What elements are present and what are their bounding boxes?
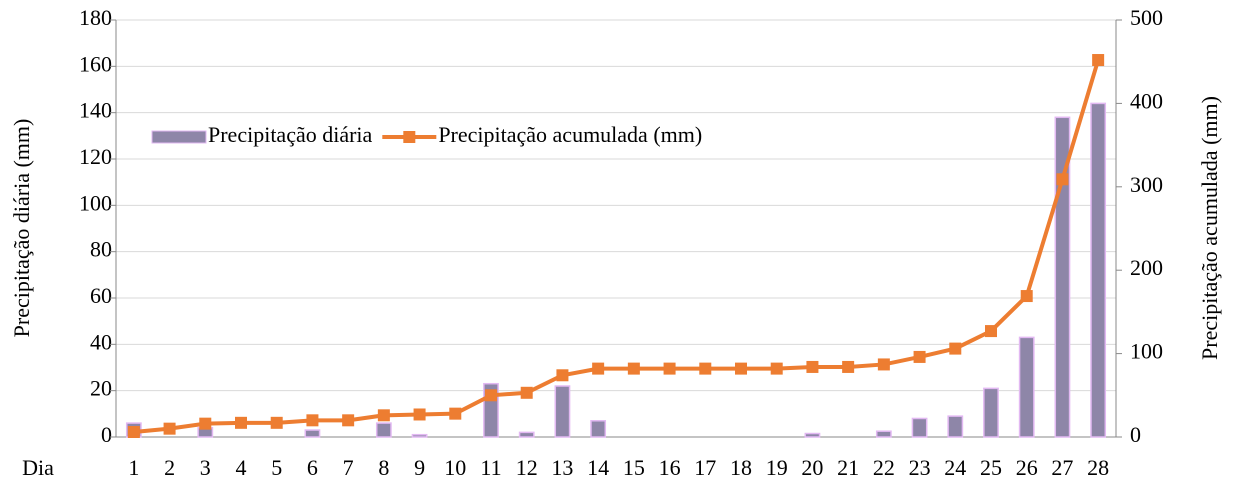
marker [806,360,819,373]
x-tick-label: 16 [659,455,681,480]
marker [199,417,212,430]
y2-axis-label: Precipitação acumulada (mm) [1197,96,1222,360]
x-tick-label: 20 [801,455,823,480]
legend-swatch [151,130,207,144]
bar [590,420,607,438]
marker [699,362,712,375]
marker [842,360,855,373]
x-tick-label: 2 [164,455,175,480]
x-tick-label: 1 [128,455,139,480]
x-tick-label: 7 [343,455,354,480]
marker [663,362,676,375]
x-tick-label: 28 [1087,455,1109,480]
marker [306,414,319,427]
y-tick-label: 40 [90,329,112,354]
x-tick-label: 3 [200,455,211,480]
legend-label: Precipitação acumulada (mm) [438,122,702,147]
marker [1020,290,1033,303]
x-tick-label: 27 [1051,455,1073,480]
marker [556,369,569,382]
bar [804,432,821,438]
x-tick-label: 5 [271,455,282,480]
x-tick-label: 10 [444,455,466,480]
x-tick-label: 18 [730,455,752,480]
y-tick-label: 140 [79,98,112,123]
x-tick-label: 11 [480,455,501,480]
marker [235,416,247,429]
bar [304,429,321,438]
legend-swatch [403,131,416,143]
marker [520,386,533,399]
y-tick-label: 100 [79,190,112,215]
x-tick-label: 21 [837,455,859,480]
y-tick-label: 160 [79,51,112,76]
x-tick-label: 4 [236,455,247,480]
marker [163,422,176,435]
bar [375,422,392,438]
marker [127,425,140,438]
x-tick-label: 9 [414,455,425,480]
x-axis-label: Dia [22,455,54,480]
line [133,59,1101,434]
y-tick-label: 20 [90,376,112,401]
x-tick-label: 26 [1016,455,1038,480]
bar [875,430,892,438]
x-tick-label: 13 [551,455,573,480]
y-tick-label: 80 [90,237,112,262]
x-tick-label: 22 [873,455,895,480]
x-tick-label: 24 [944,455,966,480]
x-tick-label: 19 [766,455,788,480]
y2-tick-label: 200 [1130,255,1163,280]
marker [485,389,497,402]
y-axis-label: Precipitação diária (mm) [9,119,34,338]
marker [627,362,640,375]
y-tick-label: 180 [79,5,112,30]
bar [411,433,428,438]
marker [1056,173,1069,186]
y-tick-label: 120 [79,144,112,169]
x-tick-label: 17 [694,455,716,480]
x-tick-label: 23 [909,455,931,480]
x-tick-label: 25 [980,455,1002,480]
y2-tick-label: 300 [1130,172,1163,197]
marker [592,362,605,375]
marker [270,416,283,429]
x-tick-label: 14 [587,455,609,480]
bar [518,431,535,438]
y2-tick-label: 400 [1130,88,1163,113]
marker [913,350,926,363]
marker [735,362,747,375]
bar [554,385,571,438]
x-tick-label: 12 [516,455,538,480]
bar [1090,102,1107,438]
marker [949,342,962,355]
y2-tick-label: 100 [1130,339,1163,364]
marker [377,409,390,422]
marker [770,362,783,375]
bar [1018,336,1035,438]
x-tick-label: 8 [378,455,389,480]
y-tick-label: 60 [90,283,112,308]
marker [413,408,426,421]
x-tick-label: 6 [307,455,318,480]
bar [911,417,928,438]
y-tick-label: 0 [101,422,112,447]
marker [449,407,462,420]
marker [342,414,355,427]
bar [947,415,964,438]
legend-label: Precipitação diária [208,122,373,147]
bar [983,387,999,438]
marker [985,325,997,338]
y2-tick-label: 500 [1130,5,1163,30]
marker [1092,54,1105,67]
y2-tick-label: 0 [1130,422,1141,447]
marker [877,358,890,371]
x-tick-label: 15 [623,455,645,480]
